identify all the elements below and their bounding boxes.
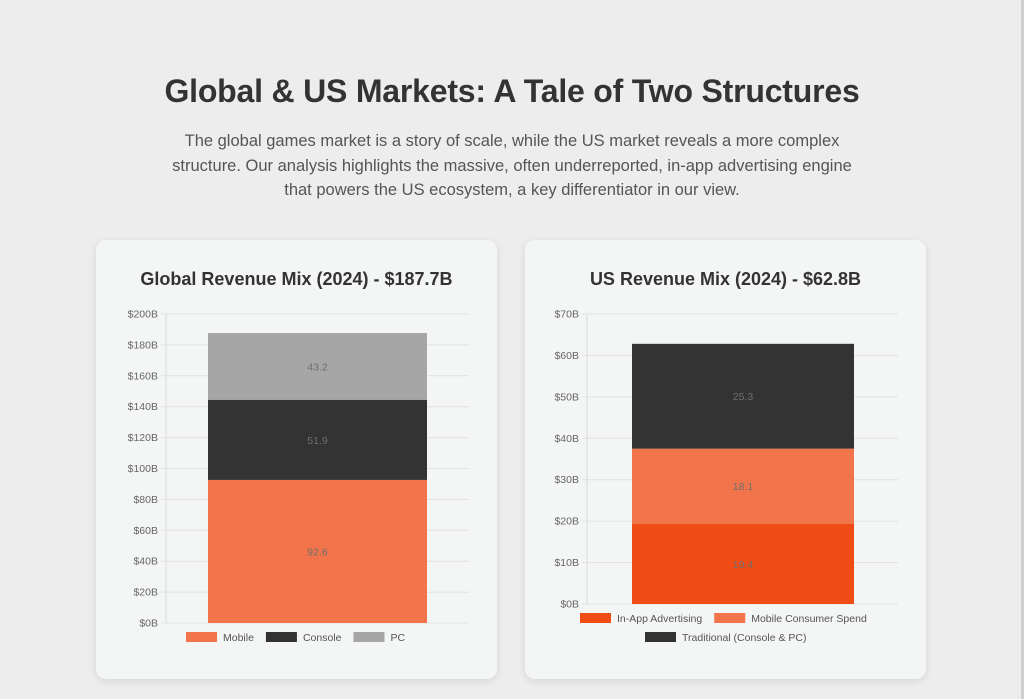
y-tick-label: $0B xyxy=(560,599,579,611)
y-tick-label: $30B xyxy=(554,474,579,486)
chart-title: US Revenue Mix (2024) - $62.8B xyxy=(589,269,862,289)
legend-swatch xyxy=(714,613,746,623)
y-tick-label: $140B xyxy=(128,401,158,413)
bar-segment-pc xyxy=(208,333,427,400)
bar-segment-mobile xyxy=(208,479,427,623)
y-tick-label: $20B xyxy=(554,516,579,528)
data-label: 18.1 xyxy=(733,481,754,493)
y-tick-label: $50B xyxy=(554,391,579,403)
y-tick-label: $70B xyxy=(554,309,579,321)
y-tick-label: $200B xyxy=(128,309,158,321)
y-tick-label: $100B xyxy=(128,463,158,475)
data-label: 43.2 xyxy=(307,361,328,373)
legend-label: Console xyxy=(303,632,342,644)
bar-segment-mobile-consumer-spend xyxy=(632,448,854,524)
y-tick-label: $0B xyxy=(139,618,158,630)
y-tick-label: $20B xyxy=(133,587,158,599)
legend-swatch xyxy=(265,632,297,642)
y-tick-label: $60B xyxy=(133,525,158,537)
y-tick-label: $120B xyxy=(128,432,158,444)
legend-swatch xyxy=(186,632,217,642)
legend-label: Traditional (Console & PC) xyxy=(682,632,807,644)
data-label: 92.6 xyxy=(307,546,328,558)
data-label: 51.9 xyxy=(307,435,328,447)
legend-label: Mobile Consumer Spend xyxy=(751,613,867,625)
us-revenue-chart: $0B $10B $20B $30B $40B $50B $60B $70B 19.4 18.1 2… xyxy=(554,309,898,644)
chart-title: Global Revenue Mix (2024) - $187.7B xyxy=(140,269,453,289)
legend-label: In-App Advertising xyxy=(617,613,702,625)
legend-swatch xyxy=(580,613,611,623)
bar-segment-console xyxy=(208,399,427,480)
legend-label: PC xyxy=(390,632,405,644)
y-tick-label: $160B xyxy=(128,370,158,382)
page-title: Global & US Markets: A Tale of Two Struc… xyxy=(164,73,860,109)
page-subtitle: The global games market is a story of sc… xyxy=(172,132,852,199)
window-edge xyxy=(1021,0,1024,699)
data-label: 19.4 xyxy=(733,559,754,571)
legend-label: Mobile xyxy=(223,632,254,644)
global-revenue-card: Global Revenue Mix (2024) - $187.7B $0B $… xyxy=(96,240,497,679)
us-revenue-card: US Revenue Mix (2024) - $62.8B $0B $10B $2… xyxy=(525,240,926,679)
legend-swatch xyxy=(645,632,676,642)
y-tick-label: $40B xyxy=(554,433,579,445)
y-tick-label: $80B xyxy=(133,494,158,506)
data-label: 25.3 xyxy=(733,391,754,403)
global-revenue-chart: $0B $20B $40B $60B $80B $100B $120B $140B $160B $… xyxy=(128,309,469,644)
y-tick-label: $40B xyxy=(133,556,158,568)
y-tick-label: $180B xyxy=(128,339,158,351)
bar-segment-traditional-console-pc xyxy=(632,343,854,449)
y-tick-label: $60B xyxy=(554,350,579,362)
bar-segment-in-app-advertising xyxy=(632,523,854,604)
legend-swatch xyxy=(353,632,385,642)
y-tick-label: $10B xyxy=(554,557,579,569)
